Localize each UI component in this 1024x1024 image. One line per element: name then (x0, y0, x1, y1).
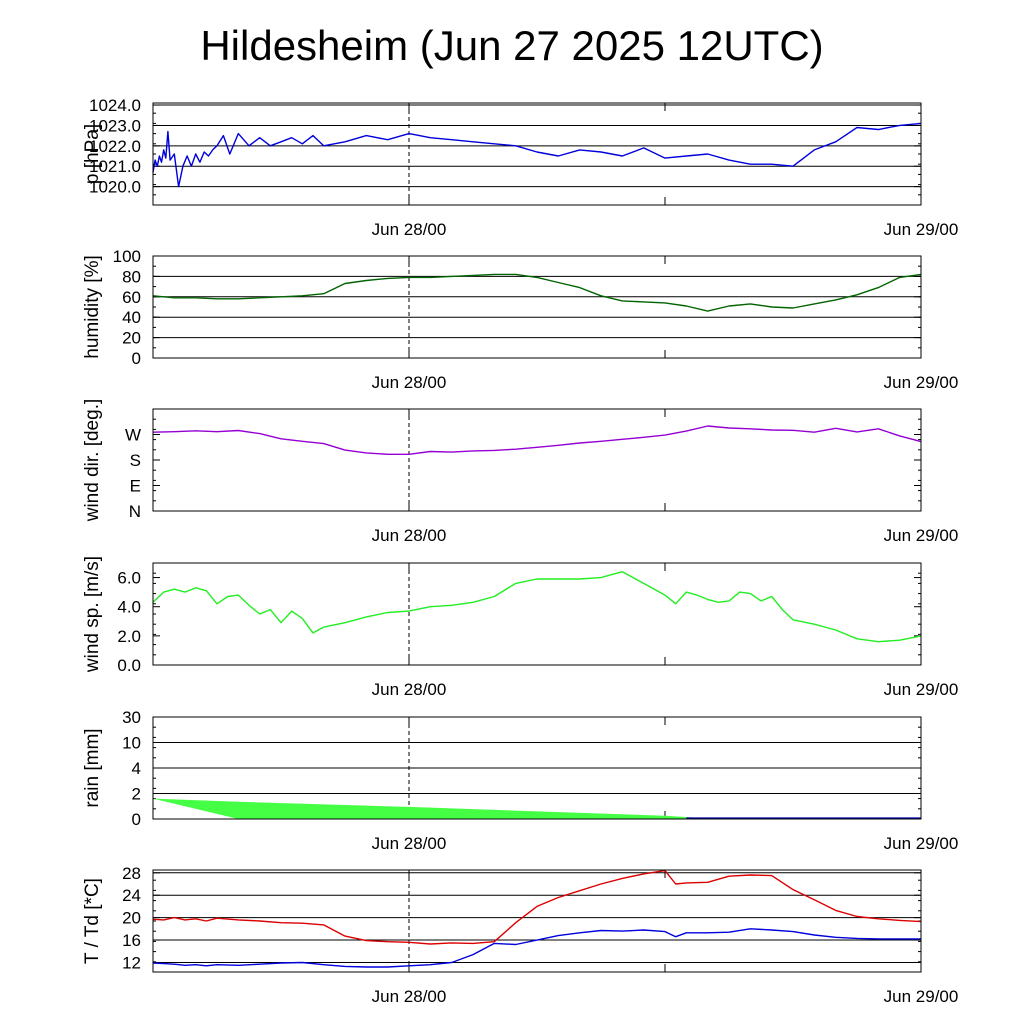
y-tick-label: 16 (122, 931, 141, 950)
panel-rain: 0 2 4 10 30 Jun 28/00 Jun 29/00 rain [mm] (82, 708, 958, 853)
y-axis-label: wind sp. [m/s] (82, 556, 103, 673)
y-tick-label: 10 (122, 734, 141, 753)
plot-frame (152, 716, 922, 820)
plot-frame (152, 562, 922, 666)
pressure-line (152, 122, 922, 188)
y-axis-label: wind dir. [deg.] (82, 399, 103, 523)
y-tick-label: 1024.0 (89, 96, 141, 115)
y-tick-label: E (130, 477, 141, 496)
y-tick-label: 0.0 (117, 656, 141, 675)
y-tick-label: 1022.0 (89, 137, 141, 156)
x-tick-label: Jun 28/00 (372, 834, 447, 853)
y-tick-label: 40 (122, 308, 141, 327)
y-axis-label: rain [mm] (82, 728, 103, 807)
y-tick-label: 1021.0 (89, 157, 141, 176)
x-tick-label: Jun 28/00 (372, 987, 447, 1006)
x-tick-label: Jun 29/00 (884, 834, 959, 853)
x-tick-label: Jun 28/00 (372, 373, 447, 392)
y-axis-label: humidity [%] (82, 255, 103, 358)
y-tick-label: 4 (132, 759, 141, 778)
y-tick-label: 12 (122, 953, 141, 972)
y-tick-label: 2.0 (117, 627, 141, 646)
y-axis-label: p [hPa] (82, 124, 103, 184)
y-tick-label: 20 (122, 909, 141, 928)
y-tick-label: 24 (122, 886, 141, 905)
x-tick-label: Jun 28/00 (372, 526, 447, 545)
y-axis-label: T / Td [*C] (82, 878, 103, 964)
wind-direction-line (152, 425, 922, 455)
wind-speed-line (152, 571, 922, 643)
x-tick-label: Jun 29/00 (884, 373, 959, 392)
panel-temperature: 12 16 20 24 28 Jun 28/00 Jun 29/00 T / Td [*C] (82, 864, 958, 1006)
y-tick-label: 1023.0 (89, 116, 141, 135)
y-tick-label: 4.0 (117, 598, 141, 617)
plot-frame (152, 102, 922, 206)
x-tick-label: Jun 29/00 (884, 680, 959, 699)
y-tick-label: 30 (122, 708, 141, 727)
temperature-line (152, 869, 922, 945)
x-tick-label: Jun 29/00 (884, 220, 959, 239)
y-tick-label: 1020.0 (89, 178, 141, 197)
y-tick-label: 60 (122, 288, 141, 307)
x-tick-label: Jun 29/00 (884, 987, 959, 1006)
y-tick-label: 0 (132, 349, 141, 368)
plot-frame (152, 408, 922, 512)
x-tick-label: Jun 29/00 (884, 526, 959, 545)
rain-area (153, 798, 921, 819)
y-tick-label: 28 (122, 864, 141, 883)
plot-frame (152, 869, 922, 973)
y-tick-label: 0 (132, 810, 141, 829)
chart-title: Hildesheim (Jun 27 2025 12UTC) (200, 22, 824, 69)
y-tick-label: 20 (122, 329, 141, 348)
plot-frame (152, 255, 922, 359)
y-tick-label: 80 (122, 267, 141, 286)
y-tick-label: W (125, 426, 141, 445)
y-tick-label: 2 (132, 785, 141, 804)
y-tick-label: N (129, 502, 141, 521)
dewpoint-line (152, 928, 921, 968)
x-tick-label: Jun 28/00 (372, 680, 447, 699)
panel-wind-speed: 0.0 2.0 4.0 6.0 Jun 28/00 Jun 29/00 wind sp. [… (82, 556, 958, 699)
humidity-line (152, 273, 922, 312)
y-tick-label: 100 (113, 247, 141, 266)
y-tick-label: S (130, 451, 141, 470)
y-tick-label: 6.0 (117, 569, 141, 588)
x-tick-label: Jun 28/00 (372, 220, 447, 239)
